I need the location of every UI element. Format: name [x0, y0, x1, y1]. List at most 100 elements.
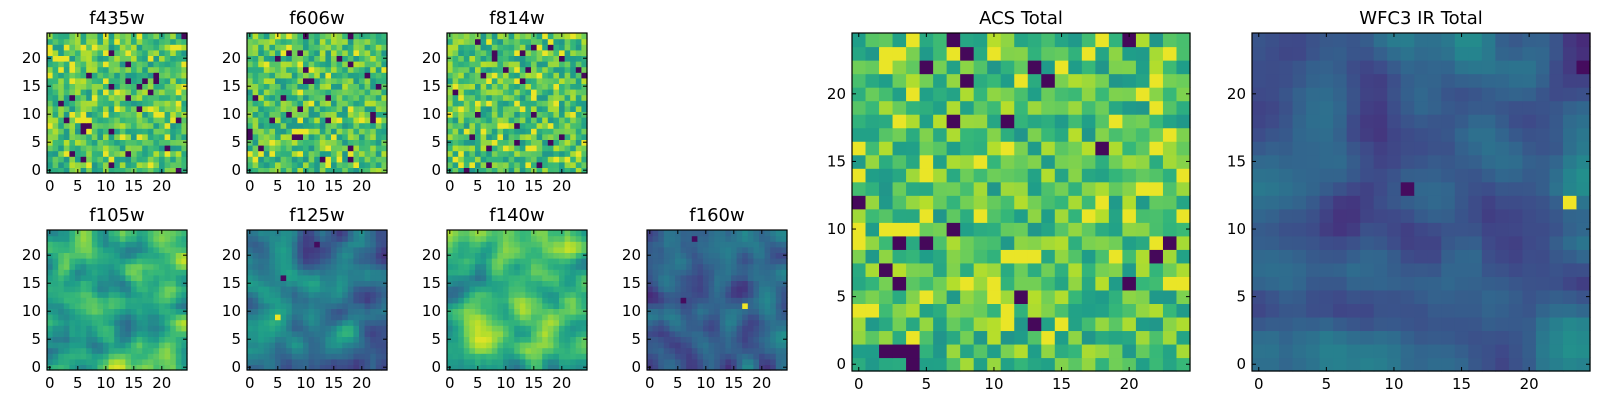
heatmap-cell [342, 269, 349, 276]
heatmap-cell [280, 314, 287, 321]
y-tick-label: 5 [231, 133, 241, 151]
heatmap-cell [164, 156, 171, 163]
y-tick-label: 20 [22, 246, 41, 264]
heatmap-cell [1000, 235, 1015, 250]
heatmap-cell [447, 302, 454, 309]
heatmap-cell [647, 358, 654, 365]
heatmap-cell [252, 230, 259, 237]
axes-frame [446, 229, 588, 371]
heatmap-cell [469, 235, 476, 242]
heatmap-cell [469, 89, 476, 96]
heatmap-cell [247, 49, 254, 56]
heatmap-cell [447, 314, 454, 321]
heatmap-cell [159, 269, 166, 276]
heatmap-cell [503, 61, 510, 68]
heatmap-cell [480, 252, 487, 259]
heatmap-cell [1176, 276, 1191, 291]
heatmap-cell [342, 280, 349, 287]
heatmap-cell [452, 150, 459, 157]
heatmap-cell [319, 252, 326, 259]
x-tick-label: 5 [473, 374, 483, 392]
heatmap-cell [170, 105, 177, 112]
heatmap-cell [370, 128, 377, 135]
heatmap-cell [75, 274, 82, 281]
heatmap-cell [136, 325, 143, 332]
heatmap-cell [669, 347, 676, 354]
heatmap-cell [119, 286, 126, 293]
heatmap-cell [553, 280, 560, 287]
heatmap-cell [125, 94, 132, 101]
heatmap-cell [80, 325, 87, 332]
heatmap-cell [131, 241, 138, 248]
heatmap-cell [497, 117, 504, 124]
heatmap-cell [575, 230, 582, 237]
heatmap-cell [342, 325, 349, 332]
y-tick-label: 15 [222, 77, 241, 95]
heatmap-cell [280, 353, 287, 360]
heatmap-cell [731, 241, 738, 248]
heatmap-cell [497, 325, 504, 332]
heatmap-cell [553, 358, 560, 365]
heatmap-cell [142, 145, 149, 152]
heatmap-cell [575, 139, 582, 146]
heatmap-cell [170, 358, 177, 365]
heatmap-cell [75, 291, 82, 298]
heatmap-cell [486, 55, 493, 62]
heatmap-cell [452, 33, 459, 40]
heatmap-cell [503, 117, 510, 124]
heatmap-cell [581, 241, 588, 248]
heatmap-cell [303, 83, 310, 90]
x-tick-label: 20 [152, 374, 171, 392]
heatmap-cell [946, 195, 961, 210]
heatmap-cell [263, 342, 270, 349]
heatmap-cell [325, 230, 332, 237]
heatmap-cell [258, 336, 265, 343]
heatmap-cell [280, 55, 287, 62]
heatmap-cell [1108, 343, 1123, 359]
heatmap-cell [458, 156, 465, 163]
heatmap-cell [297, 150, 304, 157]
heatmap-cell [933, 289, 948, 304]
heatmap-cell [314, 230, 321, 237]
heatmap-cell [263, 83, 270, 90]
heatmap-cell [508, 342, 515, 349]
heatmap-cell [1068, 330, 1083, 345]
heatmap-cell [69, 72, 76, 79]
heatmap-cell [463, 330, 470, 337]
heatmap-cell [108, 161, 115, 168]
heatmap-cell [375, 133, 382, 140]
heatmap-cell [175, 100, 182, 107]
heatmap-cell [370, 358, 377, 365]
heatmap-cell [252, 161, 259, 168]
heatmap-cell [170, 297, 177, 304]
heatmap-cell [697, 347, 704, 354]
heatmap-cell [147, 342, 154, 349]
heatmap-cell [336, 55, 343, 62]
heatmap-cell [319, 33, 326, 40]
heatmap-cell [280, 364, 287, 371]
heatmap-cell [497, 55, 504, 62]
heatmap-cell [675, 263, 682, 270]
heatmap-cell [181, 122, 188, 129]
heatmap-cell [525, 150, 532, 157]
heatmap-cell [475, 38, 482, 45]
heatmap-cell [103, 145, 110, 152]
heatmap-cell [764, 291, 771, 298]
heatmap-cell [531, 156, 538, 163]
heatmap-cell [542, 49, 549, 56]
heatmap-cell [452, 72, 459, 79]
heatmap-cell [1054, 330, 1069, 345]
heatmap-cell [325, 319, 332, 326]
heatmap-cell [463, 139, 470, 146]
heatmap-cell [164, 139, 171, 146]
heatmap-cell [680, 280, 687, 287]
heatmap-cell [458, 358, 465, 365]
heatmap-cell [469, 72, 476, 79]
heatmap-cell [108, 94, 115, 101]
heatmap-cell [570, 314, 577, 321]
heatmap-cell [153, 77, 160, 84]
heatmap-cell [719, 274, 726, 281]
heatmap-cell [452, 291, 459, 298]
heatmap-cell [280, 156, 287, 163]
heatmap-cell [347, 358, 354, 365]
